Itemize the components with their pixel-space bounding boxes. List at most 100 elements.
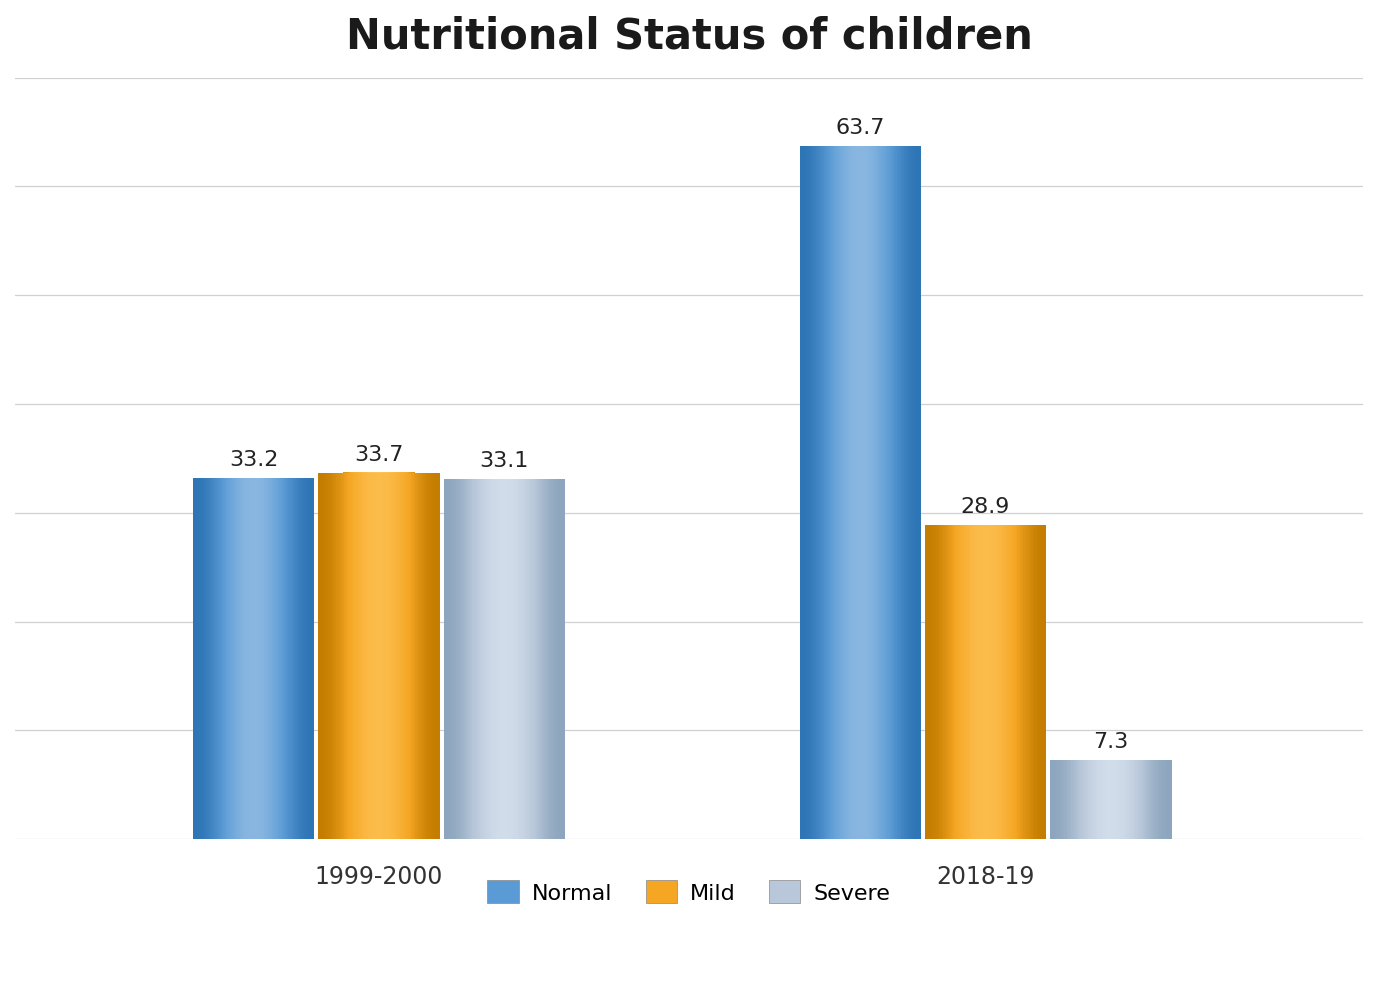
Legend: Normal, Mild, Severe: Normal, Mild, Severe xyxy=(478,872,900,912)
Bar xyxy=(514,479,515,839)
Bar xyxy=(340,473,343,839)
Bar xyxy=(1133,760,1134,839)
Bar xyxy=(197,478,198,839)
Bar xyxy=(1013,526,1014,839)
Bar xyxy=(977,526,978,839)
Bar xyxy=(1075,760,1076,839)
Bar xyxy=(492,479,493,839)
Bar xyxy=(1149,760,1151,839)
Bar xyxy=(220,478,222,839)
Bar xyxy=(346,473,347,839)
Bar xyxy=(1129,760,1130,839)
Bar xyxy=(813,147,814,839)
Bar xyxy=(529,479,531,839)
Bar xyxy=(847,147,850,839)
Bar xyxy=(883,147,885,839)
Bar xyxy=(1141,760,1142,839)
Bar xyxy=(838,147,839,839)
Bar xyxy=(827,147,828,839)
Bar xyxy=(1108,760,1109,839)
Bar xyxy=(469,479,470,839)
Bar xyxy=(1069,760,1072,839)
Bar xyxy=(510,479,511,839)
Bar xyxy=(1156,760,1158,839)
Bar xyxy=(817,147,820,839)
Bar xyxy=(435,473,437,839)
Bar xyxy=(852,147,853,839)
Bar xyxy=(1102,760,1104,839)
Bar xyxy=(944,526,947,839)
Bar xyxy=(845,147,846,839)
Bar xyxy=(991,526,992,839)
Bar xyxy=(493,479,495,839)
Bar xyxy=(1127,760,1129,839)
Bar xyxy=(1090,760,1091,839)
Bar xyxy=(502,479,503,839)
Bar xyxy=(320,473,321,839)
Bar xyxy=(821,147,823,839)
Bar xyxy=(801,147,802,839)
Bar xyxy=(889,147,890,839)
Bar xyxy=(397,473,398,839)
Bar xyxy=(987,526,988,839)
Bar xyxy=(1105,760,1107,839)
Bar xyxy=(907,147,908,839)
Bar xyxy=(351,473,353,839)
Bar xyxy=(201,478,203,839)
Bar xyxy=(449,479,451,839)
Bar xyxy=(408,473,409,839)
Bar xyxy=(999,526,1000,839)
Bar xyxy=(336,473,338,839)
Bar xyxy=(226,478,227,839)
Bar xyxy=(292,478,294,839)
Bar xyxy=(1113,760,1115,839)
Bar xyxy=(542,479,544,839)
Bar xyxy=(952,526,954,839)
Bar xyxy=(984,526,985,839)
Bar xyxy=(919,147,921,839)
Bar xyxy=(368,473,369,839)
Bar xyxy=(835,147,836,839)
Bar xyxy=(882,147,883,839)
Bar xyxy=(395,473,397,839)
Bar xyxy=(802,147,805,839)
Bar xyxy=(488,479,489,839)
Bar xyxy=(273,478,274,839)
Bar xyxy=(1065,760,1067,839)
Bar xyxy=(205,478,207,839)
Bar xyxy=(900,147,901,839)
Bar xyxy=(1170,760,1171,839)
Bar xyxy=(294,478,295,839)
Bar xyxy=(311,478,313,839)
Bar xyxy=(331,473,332,839)
Bar xyxy=(998,526,999,839)
Bar xyxy=(517,479,518,839)
Bar xyxy=(960,526,962,839)
Bar xyxy=(865,147,867,839)
Bar xyxy=(1076,760,1078,839)
Bar xyxy=(373,473,375,839)
Bar xyxy=(349,473,350,839)
Bar xyxy=(423,473,424,839)
Bar xyxy=(486,479,488,839)
Bar xyxy=(1111,760,1112,839)
Bar xyxy=(1159,760,1162,839)
Bar xyxy=(850,147,852,839)
Bar xyxy=(860,147,861,839)
Bar xyxy=(874,147,875,839)
Bar xyxy=(382,473,383,839)
Bar xyxy=(814,147,816,839)
Bar xyxy=(969,526,970,839)
Bar xyxy=(473,479,474,839)
Bar xyxy=(339,473,340,839)
Bar xyxy=(456,479,457,839)
Bar xyxy=(1084,760,1087,839)
Bar xyxy=(1112,760,1113,839)
Bar xyxy=(892,147,893,839)
Bar xyxy=(404,473,405,839)
Bar xyxy=(1167,760,1169,839)
Bar xyxy=(419,473,420,839)
Bar xyxy=(1022,526,1024,839)
Bar xyxy=(464,479,466,839)
Bar xyxy=(256,478,258,839)
